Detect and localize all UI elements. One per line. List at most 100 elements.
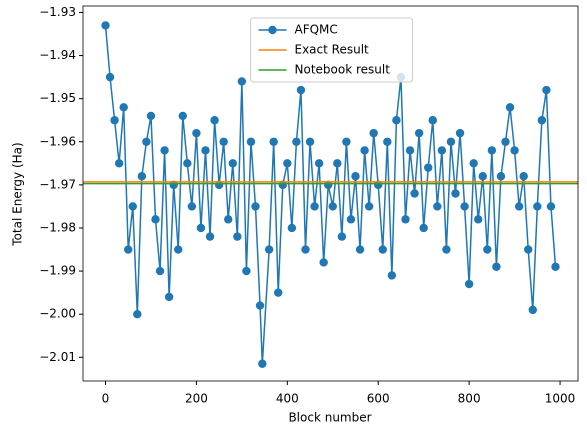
- plot-area: [83, 21, 578, 368]
- point: [455, 128, 465, 138]
- point: [437, 146, 447, 155]
- point: [101, 21, 110, 30]
- point: [328, 202, 337, 211]
- point: [119, 103, 128, 112]
- x-tick-label: 400: [276, 392, 299, 406]
- point: [192, 128, 201, 138]
- point: [314, 159, 324, 168]
- point: [110, 116, 119, 125]
- point: [160, 146, 169, 155]
- point: [246, 137, 256, 146]
- y-tick-label: −1.97: [39, 177, 76, 191]
- point: [524, 245, 533, 254]
- point: [224, 215, 233, 224]
- point: [274, 288, 283, 297]
- point: [187, 202, 197, 211]
- point: [487, 146, 497, 155]
- point: [205, 232, 215, 241]
- legend-label: Notebook result: [295, 63, 391, 77]
- point: [401, 215, 410, 224]
- y-tick-label: −1.98: [39, 220, 76, 234]
- point: [537, 116, 547, 125]
- point: [424, 163, 433, 172]
- y-tick-label: −1.93: [39, 5, 76, 19]
- point: [210, 116, 219, 125]
- point: [446, 137, 456, 146]
- point: [474, 215, 483, 224]
- x-tick-label: 600: [367, 392, 390, 406]
- point: [546, 202, 556, 211]
- point: [269, 137, 278, 146]
- point: [105, 72, 115, 82]
- point: [410, 189, 419, 198]
- point: [292, 137, 301, 146]
- y-tick-label: −1.94: [39, 48, 76, 62]
- y-tick-label: −2.01: [39, 350, 76, 364]
- point: [387, 271, 397, 280]
- point: [551, 262, 560, 271]
- point: [360, 146, 369, 155]
- legend-label: AFQMC: [295, 23, 338, 37]
- point: [392, 116, 401, 125]
- point: [124, 245, 133, 254]
- legend-marker: [268, 25, 277, 35]
- point: [233, 232, 242, 241]
- point: [264, 245, 274, 254]
- point: [333, 159, 342, 168]
- point: [251, 202, 260, 211]
- legend-box: [250, 17, 413, 83]
- y-axis-label: Total Energy (Ha): [11, 142, 25, 246]
- point: [492, 262, 501, 271]
- point: [133, 309, 142, 319]
- point: [419, 223, 428, 233]
- point: [428, 116, 437, 125]
- point: [533, 202, 542, 211]
- point: [151, 215, 160, 224]
- x-tick-label: 800: [458, 392, 481, 406]
- point: [155, 266, 165, 276]
- point: [346, 215, 356, 224]
- point: [510, 146, 519, 155]
- point: [169, 180, 178, 190]
- point: [201, 146, 210, 155]
- point: [351, 172, 360, 181]
- point: [505, 103, 515, 112]
- point: [501, 137, 510, 146]
- point: [514, 202, 524, 211]
- point: [237, 77, 247, 86]
- point: [142, 137, 151, 146]
- point: [378, 245, 387, 254]
- point: [433, 202, 442, 211]
- y-tick-label: −1.99: [39, 264, 76, 278]
- point: [137, 172, 147, 181]
- x-tick-label: 200: [185, 392, 208, 406]
- point: [460, 202, 469, 211]
- point: [296, 85, 306, 95]
- point: [178, 111, 187, 121]
- point: [319, 258, 328, 267]
- point: [287, 223, 297, 233]
- point: [478, 172, 487, 181]
- point: [383, 137, 392, 146]
- point: [414, 128, 424, 138]
- point: [114, 159, 124, 168]
- point: [496, 172, 506, 181]
- point: [305, 137, 315, 146]
- point: [337, 232, 347, 241]
- point: [183, 159, 192, 168]
- point: [342, 137, 351, 146]
- point: [483, 245, 492, 254]
- plot-frame: [82, 5, 579, 382]
- point: [405, 146, 415, 155]
- point: [324, 180, 333, 190]
- point: [451, 189, 460, 198]
- point: [355, 245, 365, 254]
- point: [258, 359, 267, 368]
- point: [301, 245, 310, 254]
- point: [174, 245, 183, 254]
- x-axis-label: Block number: [288, 411, 371, 425]
- y-tick-label: −1.96: [39, 134, 76, 148]
- point: [228, 159, 237, 168]
- point: [164, 292, 174, 302]
